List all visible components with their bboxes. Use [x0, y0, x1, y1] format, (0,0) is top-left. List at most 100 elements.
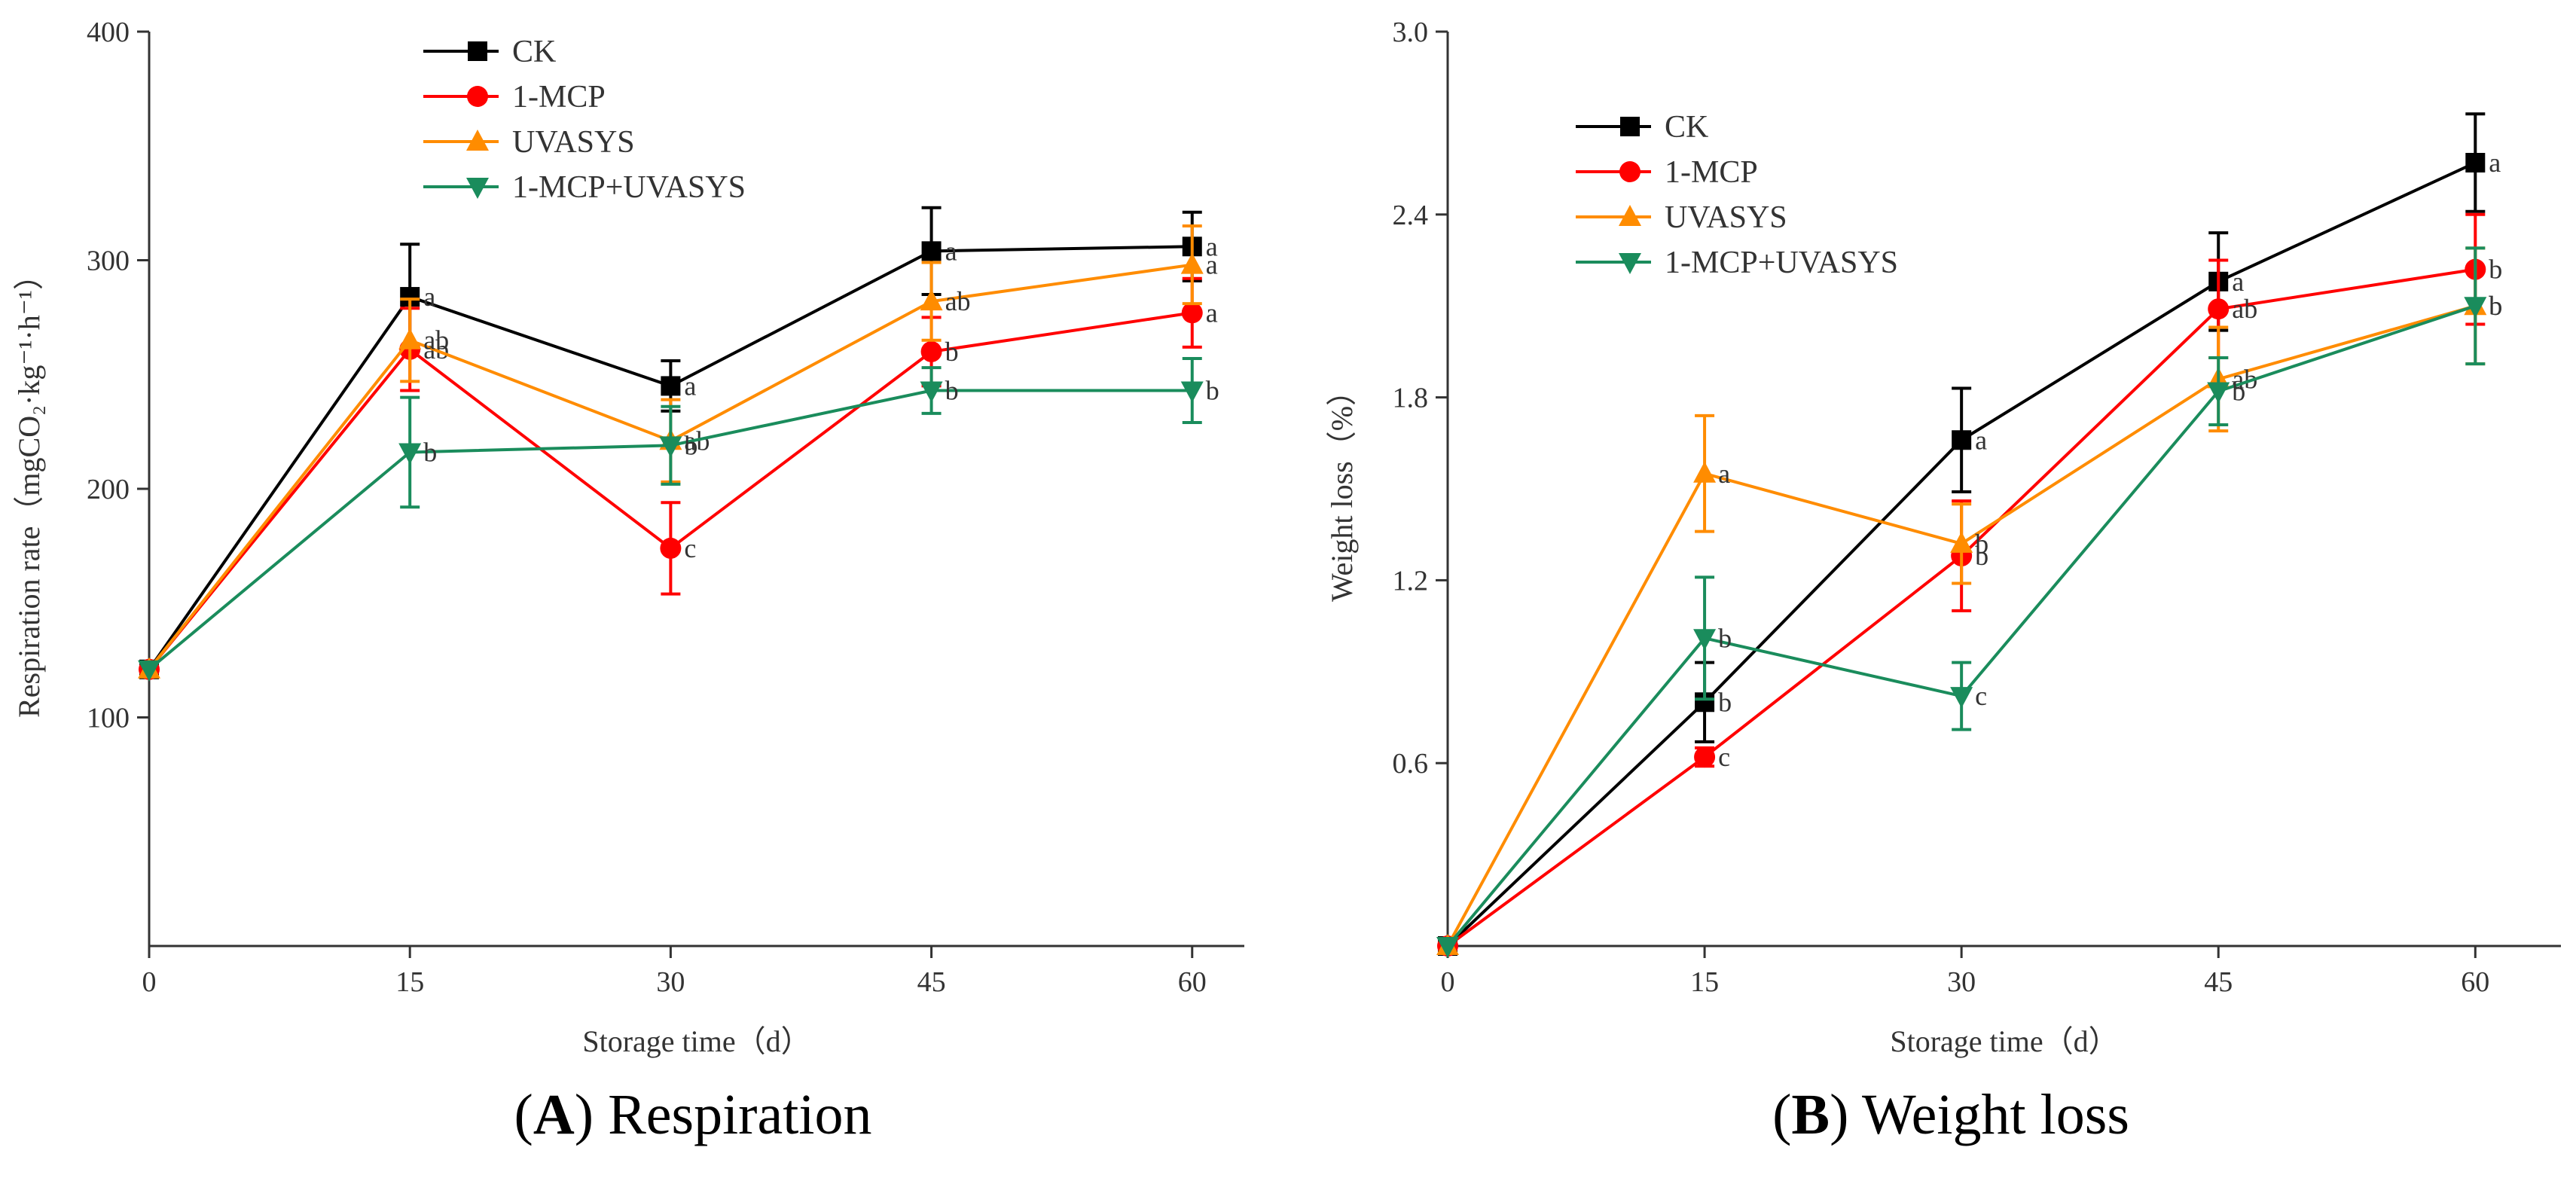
chart-a-legend-marker: [466, 178, 489, 199]
chart-b-data-point: [1436, 937, 1459, 958]
chart-a-significance-label: b: [945, 337, 959, 367]
chart-b-significance-label: b: [2489, 255, 2502, 285]
chart-b-legend-label: CK: [1665, 110, 1708, 145]
chart-b-data-point: [2464, 297, 2487, 319]
chart-a-x-axis-title: Storage time（d）: [582, 1024, 810, 1058]
chart-a-significance-label: b: [1206, 375, 1219, 405]
chart-b-x-tick-label: 45: [2204, 966, 2233, 998]
chart-b-data-point: [1693, 629, 1717, 651]
chart-a-data-point: [398, 328, 422, 349]
chart-b-significance-label: b: [2489, 291, 2502, 321]
chart-a-significance-label: a: [1206, 231, 1218, 261]
chart-b-data-point: [1694, 746, 1716, 768]
chart-a-significance-label: a: [684, 371, 696, 401]
chart-b-y-tick-label: 0.6: [1393, 748, 1429, 780]
chart-b-y-tick-label: 1.8: [1393, 383, 1429, 414]
chart-a-x-tick-label: 60: [1178, 966, 1207, 998]
chart-b-caption: (B) Weight loss: [1772, 1083, 2129, 1146]
chart-b-significance-label: ab: [2232, 294, 2257, 324]
chart-a-significance-label: b: [945, 375, 959, 405]
chart-a-legend-label: 1-MCP+UVASYS: [512, 170, 746, 205]
chart-b-x-tick-label: 30: [1947, 966, 1976, 998]
chart-a-significance-label: b: [423, 437, 437, 467]
chart-a-significance-label: ab: [945, 286, 971, 316]
chart-a: 100 200 300 400 0 15 30 45 60 Storage time（d） Resp…: [12, 17, 1244, 1146]
chart-a-data-point: [921, 241, 942, 261]
chart-b-legend: CK 1-MCP UVASYS 1-MCP+UVASYS: [1576, 110, 1898, 280]
chart-b-x-tick-label: 15: [1690, 966, 1719, 998]
chart-a-data-point: [398, 443, 422, 465]
chart-b-y-tick-label: 2.4: [1393, 200, 1429, 231]
chart-a-caption-text: Respiration: [608, 1083, 871, 1146]
chart-a-y-tick-label: 300: [87, 246, 130, 277]
chart-a-x-tick-label: 0: [142, 966, 157, 998]
chart-a-x-tick-label: 15: [395, 966, 424, 998]
chart-b-caption-text: Weight loss: [1862, 1083, 2129, 1146]
chart-a-significance-label: a: [1206, 298, 1218, 328]
chart-b-caption-close: ): [1830, 1083, 1862, 1146]
chart-b-significance-label: b: [2489, 291, 2502, 321]
chart-a-data-point: [920, 289, 943, 311]
chart-b-significance-label: a: [2232, 267, 2244, 297]
chart-b-data-point: [1950, 531, 1973, 553]
chart-a-data-point: [659, 436, 682, 458]
chart-b-caption-letter: B: [1791, 1083, 1830, 1146]
chart-a-legend-marker: [466, 130, 489, 151]
chart-a-significance-label: a: [423, 282, 435, 312]
chart-b-legend-label: 1-MCP+UVASYS: [1665, 246, 1898, 280]
chart-b-x-tick-label: 60: [2461, 966, 2489, 998]
chart-b-data-point: [2207, 382, 2230, 404]
chart-b-significance-label: c: [1975, 681, 1987, 711]
chart-a-x-tick-label: 30: [656, 966, 685, 998]
chart-a-significance-label: a: [1206, 250, 1218, 280]
chart-a-data-point: [138, 660, 160, 682]
chart-b-y-axis-title: Weight loss（%）: [1325, 376, 1359, 602]
chart-b-data-point: [2208, 298, 2230, 320]
chart-b-significance-label: a: [2489, 148, 2501, 178]
chart-a-legend: CK 1-MCP UVASYS 1-MCP+UVASYS: [423, 35, 746, 205]
chart-a-legend-marker: [467, 86, 488, 107]
chart-a-y-tick-label: 100: [87, 703, 130, 734]
chart-b-significance-label: c: [1718, 742, 1730, 772]
chart-b-significance-label: b: [1975, 529, 1988, 559]
chart-b-legend-marker: [1619, 253, 1641, 274]
chart-b-significance-label: a: [1718, 459, 1730, 489]
chart-b-data-point: [1950, 687, 1973, 709]
chart-a-series-3: b b b b: [138, 357, 1219, 682]
chart-b-data-point: [1952, 430, 1972, 450]
chart-a-y-tick-label: 200: [87, 474, 130, 505]
chart-a-data-point: [1180, 252, 1204, 274]
chart-b-caption-open: (: [1772, 1083, 1791, 1146]
chart-b-significance-label: b: [2232, 377, 2245, 407]
chart-b-legend-marker: [1620, 117, 1640, 136]
chart-a-significance-label: b: [684, 430, 697, 460]
chart-a-legend-label: 1-MCP: [512, 80, 606, 114]
chart-a-data-point: [661, 376, 681, 396]
chart-a-caption: (A) Respiration: [514, 1083, 872, 1146]
chart-a-legend-label: CK: [512, 35, 556, 69]
chart-b-significance-label: a: [1975, 425, 1987, 455]
chart-a-significance-label: ab: [423, 325, 449, 356]
chart-b-y-tick-label: 1.2: [1393, 565, 1429, 597]
chart-b-legend-marker: [1619, 161, 1641, 182]
chart-a-legend-marker: [468, 41, 487, 61]
chart-a-data-point: [1180, 381, 1204, 403]
chart-b-x-axis-title: Storage time（d）: [1890, 1024, 2118, 1058]
chart-a-significance-label: c: [684, 533, 696, 563]
chart-b-x-tick-label: 0: [1441, 966, 1455, 998]
chart-a-data-point: [1181, 302, 1203, 324]
chart-b-significance-label: b: [1718, 687, 1732, 717]
chart-b-legend-marker: [1619, 205, 1641, 226]
chart-a-caption-open: (: [514, 1083, 533, 1146]
chart-b-data-point: [2465, 153, 2486, 173]
chart-a-caption-close: ): [575, 1083, 608, 1146]
chart-a-caption-letter: A: [533, 1083, 575, 1146]
chart-b-data-point: [1693, 461, 1717, 483]
chart-b-significance-label: b: [1718, 623, 1732, 653]
chart-b-legend-label: UVASYS: [1665, 200, 1787, 235]
chart-a-data-point: [920, 381, 943, 403]
chart-a-y-tick-label: 400: [87, 17, 130, 48]
